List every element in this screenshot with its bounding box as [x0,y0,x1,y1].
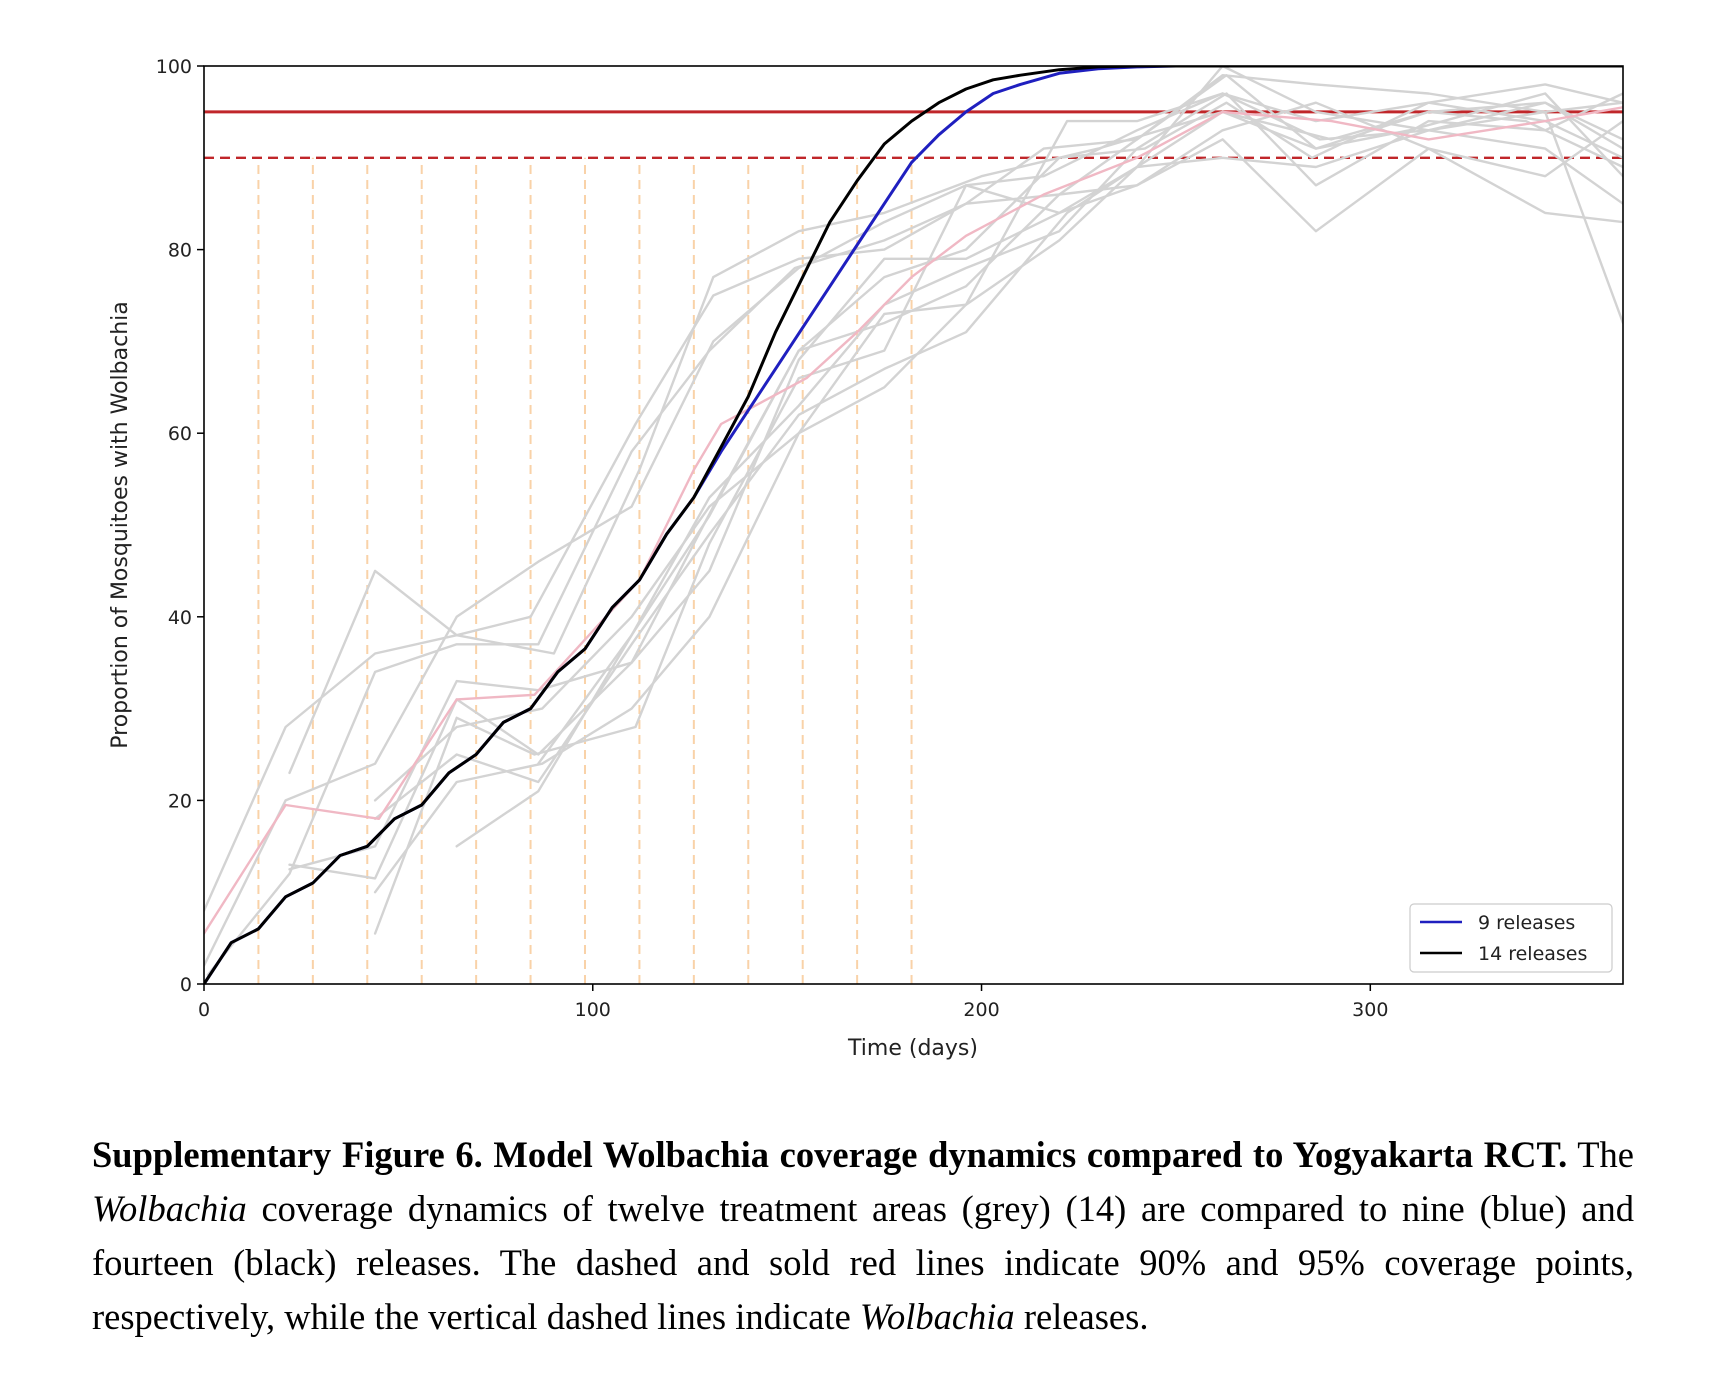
caption-title: Supplementary Figure 6. Model Wolbachia … [92,1134,1568,1175]
caption-italic-2: Wolbachia [859,1296,1015,1337]
y-axis-label: Proportion of Mosquitoes with Wolbachia [108,301,133,749]
y-axis-ticks: 0 20 40 60 80 100 [156,56,204,996]
series-highlight-area [204,106,1623,935]
y-tick-label-60: 60 [168,423,192,445]
x-tick-label-100: 100 [575,999,611,1021]
x-axis-ticks: 0 100 200 300 [198,984,1388,1021]
legend-label-9-releases: 9 releases [1478,912,1575,934]
caption-text-2: coverage dynamics of twelve treatment ar… [92,1188,1634,1337]
series-treatment-area-11 [455,92,1623,848]
x-tick-label-300: 300 [1352,999,1388,1021]
series-treatment-area-10 [373,101,1623,820]
plot-frame [203,65,1624,985]
series-treatment-area-9 [373,101,1623,935]
x-tick-label-0: 0 [198,999,210,1021]
series-14-releases [204,66,1623,984]
series-treatment-area-6 [288,66,1623,871]
series-treatment-area-4 [206,73,1623,976]
series-lines [204,66,1623,984]
y-tick-label-80: 80 [168,240,192,262]
y-tick-label-100: 100 [156,56,192,78]
release-markers [257,157,913,984]
coverage-chart: 0 100 200 300 0 20 40 60 80 100 Time (days) Prop… [108,56,1624,1061]
x-axis-label: Time (days) [847,1036,978,1061]
figure-caption: Supplementary Figure 6. Model Wolbachia … [92,1128,1634,1344]
series-9-releases [204,66,1623,984]
caption-text-1: The [1567,1134,1634,1175]
threshold-lines [204,110,1623,160]
y-tick-label-0: 0 [180,974,192,996]
y-tick-label-40: 40 [168,607,192,629]
caption-text-3: releases. [1014,1296,1149,1337]
series-treatment-area-12 [537,138,1623,765]
series-treatment-area-2 [288,73,1623,775]
caption-italic-1: Wolbachia [92,1188,247,1229]
y-tick-label-20: 20 [168,790,192,812]
series-treatment-area-8 [373,110,1623,894]
legend-label-14-releases: 14 releases [1478,943,1587,965]
legend: 9 releases 14 releases [1409,903,1613,973]
x-tick-label-200: 200 [963,999,999,1021]
